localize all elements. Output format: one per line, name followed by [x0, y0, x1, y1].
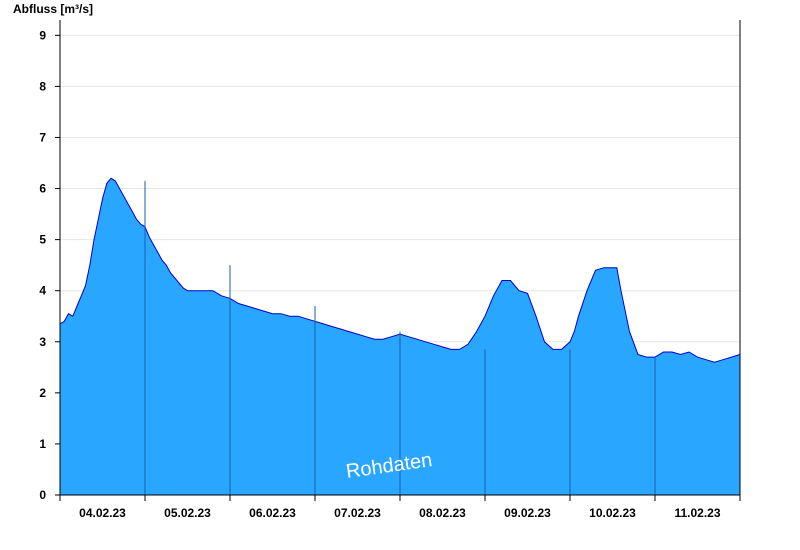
- day-separators: [144, 180, 656, 495]
- x-ticks: 04.02.23 05.02.23 06.02.23 07.02.23 08.02.23…: [59, 495, 741, 520]
- x-tick-label: 07.02.23: [334, 506, 381, 520]
- x-tick-label: 11.02.23: [674, 506, 720, 520]
- y-tick-label: 0: [39, 488, 46, 502]
- x-tick-label: 06.02.23: [249, 506, 296, 520]
- x-tick-label: 09.02.23: [504, 506, 551, 520]
- discharge-line: [59, 177, 741, 363]
- y-tick-label: 5: [39, 233, 46, 247]
- y-tick-label: 3: [39, 335, 46, 349]
- y-tick-label: 4: [39, 284, 46, 298]
- y-tick-label: 9: [39, 28, 46, 42]
- y-tick-label: 8: [39, 79, 46, 93]
- y-tick-label: 2: [39, 386, 46, 400]
- y-ticks: 0 1 2 3 4 5 6 7 8 9: [39, 28, 60, 502]
- y-tick-label: 7: [39, 130, 46, 144]
- x-tick-label: 08.02.23: [419, 506, 466, 520]
- y-tick-label: 1: [39, 437, 46, 451]
- y-tick-label: 6: [39, 182, 46, 196]
- x-tick-label: 05.02.23: [164, 506, 211, 520]
- x-tick-label: 10.02.23: [589, 506, 636, 520]
- y-axis-label: Abfluss [m³/s]: [13, 2, 93, 16]
- x-tick-label: 04.02.23: [79, 506, 126, 520]
